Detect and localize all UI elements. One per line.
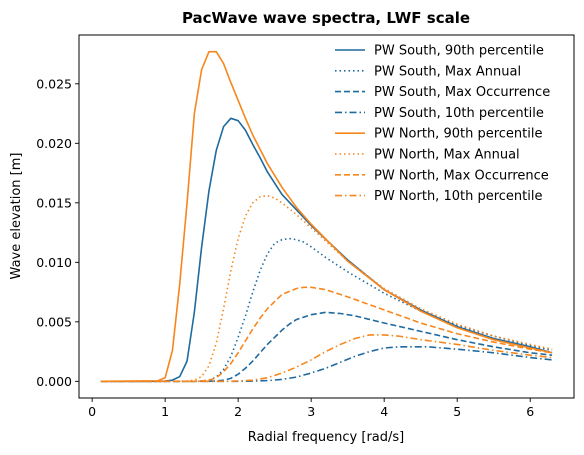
series-line-5 bbox=[100, 50, 553, 383]
series-line-6 bbox=[100, 194, 553, 383]
legend-label-6: PW North, Max Annual bbox=[374, 148, 520, 163]
legend: PW South, 90th percentile PW South, Max A… bbox=[335, 44, 550, 204]
y-tick-label: 0.025 bbox=[36, 76, 72, 91]
legend-label-5: PW North, 90th percentile bbox=[374, 127, 542, 142]
y-axis-label: Wave elevation [m] bbox=[9, 153, 24, 280]
y-tick-label: 0.005 bbox=[36, 314, 72, 329]
x-tick-label: 6 bbox=[526, 404, 534, 419]
x-tick-label: 3 bbox=[307, 404, 315, 419]
series-lines bbox=[100, 50, 553, 383]
x-tick-label: 5 bbox=[453, 404, 461, 419]
y-tick-label: 0.020 bbox=[36, 136, 72, 151]
x-tick-label: 2 bbox=[234, 404, 242, 419]
x-tick-label: 0 bbox=[88, 404, 96, 419]
legend-label-1: PW South, 90th percentile bbox=[374, 44, 544, 59]
x-axis-label: Radial frequency [rad/s] bbox=[248, 430, 404, 445]
series-line-4 bbox=[100, 346, 553, 383]
y-tick-label: 0.000 bbox=[36, 374, 72, 389]
x-tick-label: 4 bbox=[380, 404, 388, 419]
legend-label-2: PW South, Max Annual bbox=[374, 64, 521, 79]
legend-label-7: PW North, Max Occurrence bbox=[374, 168, 549, 183]
plot-area bbox=[78, 34, 575, 399]
legend-label-8: PW North, 10th percentile bbox=[374, 189, 542, 204]
y-tick-label: 0.010 bbox=[36, 255, 72, 270]
x-axis: 0 1 2 3 4 5 6 bbox=[88, 398, 534, 419]
y-axis: 0.000 0.005 0.010 0.015 0.020 0.025 bbox=[36, 76, 79, 389]
x-tick-label: 1 bbox=[161, 404, 169, 419]
series-line-8 bbox=[100, 334, 553, 383]
y-tick-label: 0.015 bbox=[36, 195, 72, 210]
chart-title: PacWave wave spectra, LWF scale bbox=[182, 9, 470, 27]
legend-label-4: PW South, 10th percentile bbox=[374, 106, 544, 121]
series-line-7 bbox=[100, 286, 553, 383]
legend-label-3: PW South, Max Occurrence bbox=[374, 85, 550, 100]
axes-frame bbox=[78, 34, 575, 399]
series-line-3 bbox=[100, 311, 553, 383]
